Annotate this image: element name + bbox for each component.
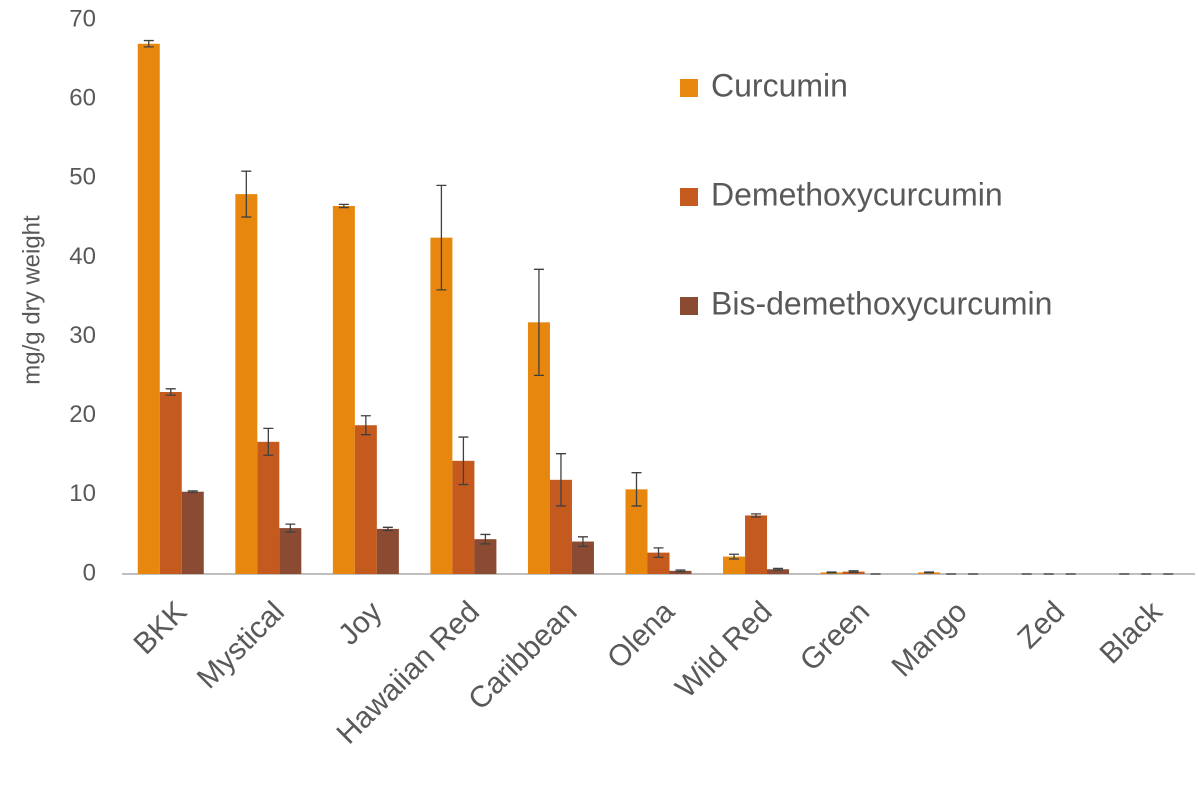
legend-label: Bis-demethoxycurcumin xyxy=(711,285,1052,321)
legend-swatch xyxy=(680,188,698,206)
bar xyxy=(138,44,160,574)
bar xyxy=(279,528,301,574)
page: {"chart_data": { "type": "bar", "y_label… xyxy=(0,0,1198,804)
bar xyxy=(160,392,182,574)
x-tick-label: Black xyxy=(1094,595,1170,671)
legend-label: Curcumin xyxy=(711,67,848,103)
x-tick-label: Green xyxy=(794,595,876,677)
chart: mg/g dry weight 0 10 20 30 40 50 60 70 BKKMystic… xyxy=(0,0,1198,804)
x-tick-label: Mystical xyxy=(191,595,291,695)
legend-swatch xyxy=(680,297,698,315)
x-tick-label: Zed xyxy=(1011,595,1071,655)
y-tick-label: 70 xyxy=(69,5,96,32)
bar xyxy=(745,515,767,574)
x-tick-label: Wild Red xyxy=(669,595,778,704)
error-bar xyxy=(827,572,837,573)
y-tick-label: 0 xyxy=(83,559,96,586)
y-tick-label: 40 xyxy=(69,243,96,270)
x-tick-label: Mango xyxy=(885,595,973,683)
y-tick-label: 30 xyxy=(69,322,96,349)
legend-swatch xyxy=(680,79,698,97)
y-tick-label: 20 xyxy=(69,401,96,428)
x-tick-label: BKK xyxy=(128,595,194,661)
y-tick-label: 50 xyxy=(69,164,96,191)
bar xyxy=(333,206,355,574)
y-tick-label: 60 xyxy=(69,84,96,111)
bar xyxy=(257,442,279,574)
bar xyxy=(355,425,377,574)
bar xyxy=(182,492,204,574)
x-tick-label: Olena xyxy=(601,595,681,675)
error-bar xyxy=(188,491,198,493)
error-bar xyxy=(924,572,934,573)
x-tick-label: Joy xyxy=(332,595,388,651)
legend-label: Demethoxycurcumin xyxy=(711,176,1003,212)
y-axis-title: mg/g dry weight xyxy=(18,215,45,385)
y-tick-label: 10 xyxy=(69,480,96,507)
bar xyxy=(377,529,399,574)
bar xyxy=(235,194,257,574)
